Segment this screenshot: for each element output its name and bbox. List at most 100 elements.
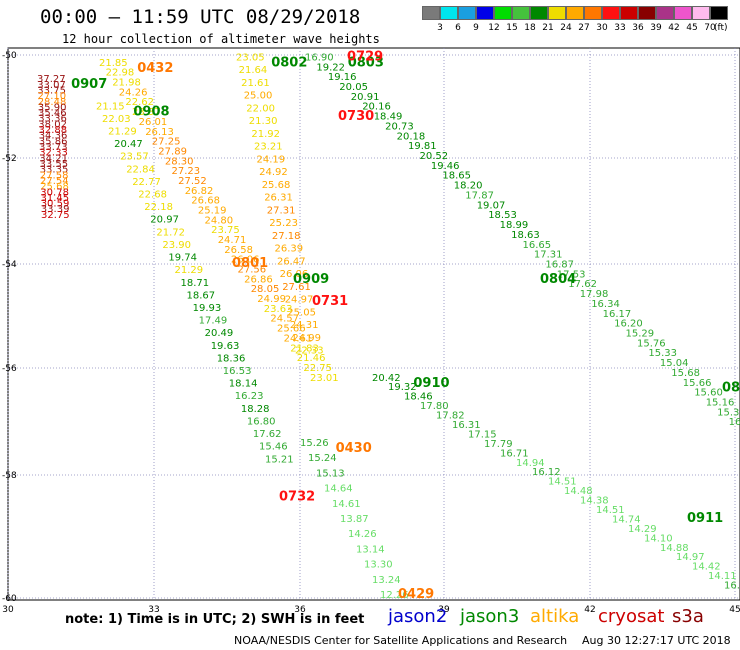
wave-height-value: 22.75 <box>303 363 332 374</box>
pass-time-label: 0802 <box>271 55 307 70</box>
wave-height-value: 15.35 <box>717 407 740 418</box>
wave-height-value: 23.05 <box>236 52 265 63</box>
wave-height-value: 24.92 <box>259 167 288 178</box>
wave-height-value: 17.49 <box>199 316 228 327</box>
wave-height-value: 33.73 <box>39 142 68 153</box>
scale-swatch <box>656 6 674 20</box>
wave-height-value: 27.10 <box>38 91 67 102</box>
wave-height-value: 17.87 <box>465 191 494 202</box>
wave-height-value: 19.32 <box>388 382 417 393</box>
wave-height-value: 24.99 <box>292 333 321 344</box>
wave-height-value: 18.71 <box>181 278 210 289</box>
wave-height-value: 20.97 <box>150 215 179 226</box>
scale-swatch <box>584 6 602 20</box>
pass-time-label: 0908 <box>133 104 169 119</box>
wave-height-value: 16.40 <box>729 417 740 428</box>
scale-swatch <box>494 6 512 20</box>
scale-swatch <box>638 6 656 20</box>
lon-tick-label: 39 <box>438 605 450 615</box>
wave-height-value: 22.03 <box>102 114 131 125</box>
wave-height-value: 26.39 <box>275 244 304 255</box>
pass-time-label: 0732 <box>279 489 315 504</box>
pass-time-label: 0430 <box>336 441 372 456</box>
wave-height-value: 27.89 <box>158 146 187 157</box>
wave-height-value: 20.52 <box>420 151 449 162</box>
lon-tick-label: 33 <box>148 605 159 615</box>
wave-height-value: 22.84 <box>126 164 155 175</box>
wave-height-value: 25.05 <box>287 307 316 318</box>
map-title: 00:00 — 11:59 UTC 08/29/2018 <box>40 6 361 28</box>
credit-text: NOAA/NESDIS Center for Satellite Applica… <box>234 634 568 647</box>
scale-tick-label: 45 <box>686 23 698 33</box>
wave-height-value: 18.14 <box>229 379 258 390</box>
wave-height-value: 26.68 <box>191 196 220 207</box>
scale-tick-label: 18 <box>524 23 536 33</box>
wave-height-value: 19.46 <box>431 161 460 172</box>
scale-swatch <box>602 6 620 20</box>
scale-tick-label: 42 <box>668 23 680 33</box>
scale-swatch <box>458 6 476 20</box>
wave-height-value: 23.01 <box>310 373 339 384</box>
wave-height-value: 24.26 <box>119 87 148 98</box>
wave-height-value: 16.90 <box>305 52 334 63</box>
scale-tick-label: 3 <box>437 23 443 33</box>
scale-swatch <box>512 6 530 20</box>
wave-height-value: 27.25 <box>152 137 181 148</box>
scale-unit-label: (ft) <box>714 23 728 33</box>
wave-height-value: 24.99 <box>257 294 286 305</box>
scale-swatch <box>476 6 494 20</box>
wave-height-value: 13.24 <box>372 575 401 586</box>
wave-height-value: 16.20 <box>614 319 643 330</box>
scale-tick-label: 21 <box>542 23 554 33</box>
wave-height-value: 22.77 <box>132 177 161 188</box>
pass-time-label: 0801 <box>232 256 268 271</box>
wave-height-value: 26.06 <box>280 269 309 280</box>
wave-height-value: 26.47 <box>277 256 306 267</box>
wave-height-value: 24.80 <box>205 215 234 226</box>
wave-height-value: 17.53 <box>557 269 586 280</box>
scale-tick-label: 39 <box>650 23 662 33</box>
wave-height-value: 22.98 <box>106 68 135 79</box>
wave-height-value: 23.63 <box>264 304 293 315</box>
wave-height-value: 15.26 <box>300 438 329 449</box>
wave-height-value: 31.45 <box>41 193 70 204</box>
pass-time-label: 0429 <box>398 587 434 602</box>
wave-height-value: 21.83 <box>290 343 319 354</box>
wave-height-value: 30.59 <box>41 199 70 210</box>
wave-height-value: 15.46 <box>259 442 288 453</box>
wave-height-value: 13.30 <box>364 560 393 571</box>
wave-height-value: 16.71 <box>500 448 529 459</box>
wave-height-value: 18.63 <box>511 230 540 241</box>
scale-tick-label: 33 <box>614 23 626 33</box>
wave-height-value: 23.37 <box>132 107 161 118</box>
wave-height-value: 19.81 <box>408 141 437 152</box>
scale-tick-label: 70 <box>704 23 716 33</box>
wave-height-value: 17.31 <box>534 250 563 261</box>
wave-height-value: 18.67 <box>187 290 216 301</box>
wave-height-value: 19.16 <box>328 72 357 83</box>
map-subtitle: 12 hour collection of altimeter wave hei… <box>62 32 380 46</box>
wave-height-value: 27.56 <box>238 265 267 276</box>
wave-height-value: 24.97 <box>285 295 314 306</box>
wave-height-value: 26.06 <box>231 255 260 266</box>
wave-height-value: 19.63 <box>211 341 240 352</box>
wave-height-value: 18.65 <box>442 171 471 182</box>
wave-height-value: 14.51 <box>548 477 577 488</box>
scale-tick-label: 12 <box>488 23 500 33</box>
wave-height-value: 35.90 <box>38 102 67 113</box>
wave-height-value: 18.99 <box>500 220 529 231</box>
wave-height-value: 22.68 <box>138 190 167 201</box>
wave-height-value: 21.29 <box>175 265 204 276</box>
wave-height-value: 20.47 <box>114 139 143 150</box>
wave-height-value: 21.46 <box>297 353 326 364</box>
wave-height-value: 15.66 <box>683 378 712 389</box>
wave-height-value: 17.62 <box>253 429 282 440</box>
wave-height-value: 21.98 <box>112 78 141 89</box>
wave-height-value: 17.80 <box>420 401 449 412</box>
wave-height-value: 18.36 <box>217 353 246 364</box>
wave-height-value: 20.16 <box>362 102 391 113</box>
wave-height-value: 16.23 <box>235 391 264 402</box>
wave-height-value: 20.18 <box>397 131 426 142</box>
wave-height-value: 17.62 <box>568 279 597 290</box>
wave-height-value: 32.88 <box>39 125 68 136</box>
